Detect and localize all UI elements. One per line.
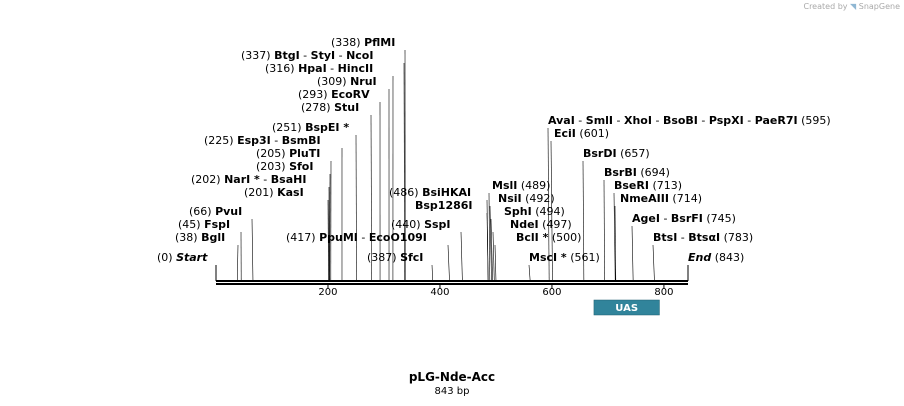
credit-brand: SnapGene [858, 2, 900, 11]
site-label[interactable]: (440) SspI [391, 218, 451, 231]
site-label[interactable]: (293) EcoRV [298, 88, 370, 101]
site-label[interactable]: (278) StuI [301, 101, 359, 114]
site-label[interactable]: NdeI (497) [510, 218, 572, 231]
site-label[interactable]: (45) FspI [178, 218, 230, 231]
features: UAS [593, 299, 660, 316]
snapgene-credit: Created by ◥ SnapGene [803, 2, 900, 11]
site-label[interactable]: Bsp1286I [415, 199, 473, 212]
ruler-tick-label: 600 [542, 287, 561, 298]
site-label[interactable]: (225) Esp3I - BsmBI [204, 134, 321, 147]
site-connector [251, 218, 254, 281]
site-label[interactable]: NsiI (492) [498, 192, 555, 205]
site-connector [614, 205, 617, 281]
site-connector [550, 140, 553, 281]
backbone [216, 280, 688, 285]
site-connector [613, 192, 616, 281]
site-label[interactable]: (205) PluTI [256, 147, 320, 160]
site-label[interactable]: (38) BglI [175, 231, 225, 244]
site-label[interactable]: (486) BsiHKAI [389, 186, 471, 199]
site-label[interactable]: BtsI - BtsαI (783) [653, 231, 753, 244]
site-label[interactable]: NmeAIII (714) [620, 192, 702, 205]
site-label[interactable]: (316) HpaI - HincII [265, 62, 373, 75]
site-label[interactable]: (203) SfoI [256, 160, 313, 173]
map-length: 843 bp [435, 386, 470, 397]
site-label[interactable]: SphI (494) [504, 205, 565, 218]
site-connector [370, 114, 372, 281]
site-connector [603, 179, 605, 281]
site-connector [489, 205, 492, 281]
site-label[interactable]: BseRI (713) [614, 179, 682, 192]
site-label[interactable]: BclI * (500) [516, 231, 581, 244]
ruler-tick-label: 200 [318, 287, 337, 298]
site-label[interactable]: MscI * (561) [529, 251, 600, 264]
site-connector [327, 199, 329, 281]
site-label[interactable]: BsrBI (694) [604, 166, 670, 179]
site-label[interactable]: (387) SfcI [367, 251, 423, 264]
feature-label: UAS [615, 303, 638, 314]
map-title: pLG-Nde-Acc [409, 370, 495, 384]
site-label[interactable]: (337) BtgI - StyI - NcoI [241, 49, 373, 62]
site-connector [236, 244, 239, 281]
snapgene-logo-icon: ◥ [850, 2, 857, 11]
site-labels: (38) BglI(45) FspI(66) PvuI(201) KasI(20… [175, 36, 831, 264]
site-connector [582, 160, 585, 281]
site-connector [490, 218, 493, 281]
site-connector [355, 134, 357, 281]
site-connector [631, 225, 634, 281]
site-lines [215, 49, 689, 281]
ruler-tick-label: 800 [654, 287, 673, 298]
site-connector [486, 199, 489, 281]
site-label[interactable]: BsrDI (657) [583, 147, 650, 160]
start-label: (0) Start [157, 251, 208, 264]
site-label[interactable]: (251) BspEI * [272, 121, 349, 134]
feature-uas[interactable] [593, 299, 660, 316]
site-connector [547, 127, 550, 281]
site-label[interactable]: (201) KasI [244, 186, 304, 199]
site-connector [494, 244, 497, 281]
site-connector [488, 192, 491, 281]
site-connector [492, 231, 495, 281]
end-label: End (843) [688, 251, 744, 264]
site-label[interactable]: (417) PpuMI - EcoO109I [286, 231, 427, 244]
site-connector [447, 244, 450, 281]
credit-prefix: Created by [803, 2, 848, 11]
site-connector [403, 62, 405, 281]
ruler: 200 400 600 800 [318, 285, 673, 298]
site-label[interactable]: AgeI - BsrFI (745) [632, 212, 736, 225]
site-connector [528, 264, 531, 281]
site-label[interactable]: (309) NruI [317, 75, 377, 88]
site-label[interactable]: AvaI - SmlI - XhoI - BsoBI - PspXI - Pae… [548, 114, 831, 127]
site-connector [652, 244, 655, 281]
site-connector [431, 264, 433, 281]
site-label[interactable]: EciI (601) [554, 127, 609, 140]
site-label[interactable]: (338) PflMI [331, 36, 395, 49]
site-label[interactable]: MslI (489) [492, 179, 550, 192]
site-label[interactable]: (202) NarI * - BsaHI [191, 173, 306, 186]
site-label[interactable]: (66) PvuI [189, 205, 242, 218]
ruler-tick-label: 400 [430, 287, 449, 298]
site-connector [460, 231, 463, 281]
